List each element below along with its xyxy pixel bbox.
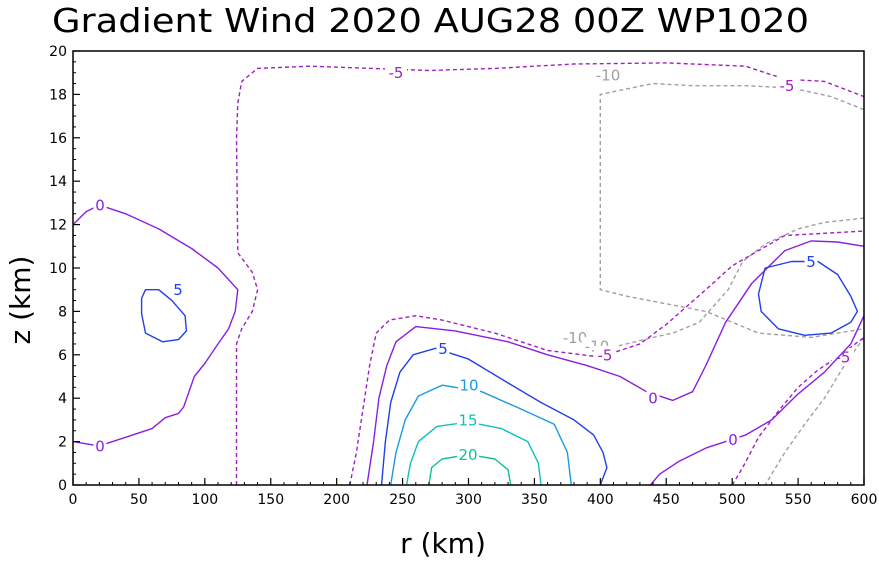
- y-axis-label: z (km): [4, 256, 37, 345]
- contour-label-bg: [832, 347, 854, 366]
- contour-label--5: -5: [389, 64, 404, 82]
- contour-label-bg: [776, 76, 798, 95]
- contour-10-path-0: [390, 384, 572, 486]
- x-tick-label: 150: [257, 492, 284, 508]
- x-axis-label: r (km): [400, 527, 486, 560]
- x-tick-label: 100: [191, 492, 218, 508]
- contour-label--5: -5: [836, 348, 851, 366]
- contour-label-bg: [457, 410, 479, 429]
- x-tick-label: 350: [521, 492, 548, 508]
- contour-5-path-2: [757, 260, 859, 336]
- contour--10-path-1: [617, 217, 865, 347]
- contour-label-bg: [93, 436, 107, 455]
- y-tick-label: 20: [49, 44, 67, 60]
- contour-label-bg: [436, 339, 450, 358]
- x-tick-label: 450: [653, 492, 680, 508]
- contour-label--5: -5: [780, 77, 795, 95]
- contour-label-bg: [93, 196, 107, 215]
- contour-5-path-1: [380, 347, 608, 486]
- contour-0-path-2: [649, 315, 865, 486]
- contour-0-path-0: [72, 204, 239, 447]
- y-tick-label: 0: [58, 478, 67, 494]
- y-tick-label: 8: [58, 304, 67, 320]
- y-tick-label: 10: [49, 261, 67, 277]
- y-tick-label: 2: [58, 435, 67, 451]
- contour--5-path-1: [349, 230, 865, 486]
- contour-label-5: 5: [806, 253, 816, 271]
- y-tick-label: 14: [49, 174, 67, 190]
- x-tick-label: 400: [587, 492, 614, 508]
- x-tick-label: 250: [389, 492, 416, 508]
- x-tick-label: 300: [455, 492, 482, 508]
- contour-label-bg: [458, 376, 480, 395]
- contour--10-path-0: [599, 82, 865, 339]
- x-tick-label: 500: [719, 492, 746, 508]
- contour-label-bg: [457, 445, 479, 464]
- contour-label-20: 20: [458, 446, 477, 464]
- x-tick-label: 600: [851, 492, 878, 508]
- y-tick-label: 12: [49, 218, 67, 234]
- contour-label-bg: [171, 280, 185, 299]
- y-tick-label: 18: [49, 87, 67, 103]
- x-tick-label: 0: [69, 492, 78, 508]
- contour-label-bg: [594, 345, 616, 364]
- contour-label-bg: [804, 252, 818, 271]
- x-tick-label: 550: [785, 492, 812, 508]
- y-tick-label: 16: [49, 131, 67, 147]
- contour-label-0: 0: [95, 197, 105, 215]
- axis-ticks: 0 50 100 150 200 250 300 350 400 450 500 550 6000246…: [49, 44, 877, 508]
- x-tick-label: 200: [323, 492, 350, 508]
- contour-label-bg: [646, 389, 660, 408]
- contour-label-bg: [592, 65, 624, 84]
- contour-label-0: 0: [95, 437, 105, 455]
- contour-label--10: -10: [596, 66, 621, 84]
- contour-label-15: 15: [458, 411, 477, 429]
- chart-title: Gradient Wind 2020 AUG28 00Z WP1020: [52, 1, 809, 40]
- contour-label-bg: [385, 63, 407, 82]
- contour-label-5: 5: [438, 340, 448, 358]
- contour-label--10: -10: [563, 329, 588, 347]
- contour-label-0: 0: [728, 431, 738, 449]
- contour-label--5: -5: [598, 346, 613, 364]
- contour-label-bg: [726, 430, 740, 449]
- contour-label-5: 5: [173, 281, 183, 299]
- x-tick-label: 50: [130, 492, 148, 508]
- y-tick-label: 6: [58, 348, 67, 364]
- contour-label-10: 10: [459, 377, 478, 395]
- contour-label-0: 0: [648, 390, 658, 408]
- contour-5-path-0: [140, 289, 188, 343]
- y-tick-label: 4: [58, 391, 67, 407]
- contour-0-path-1: [366, 240, 865, 486]
